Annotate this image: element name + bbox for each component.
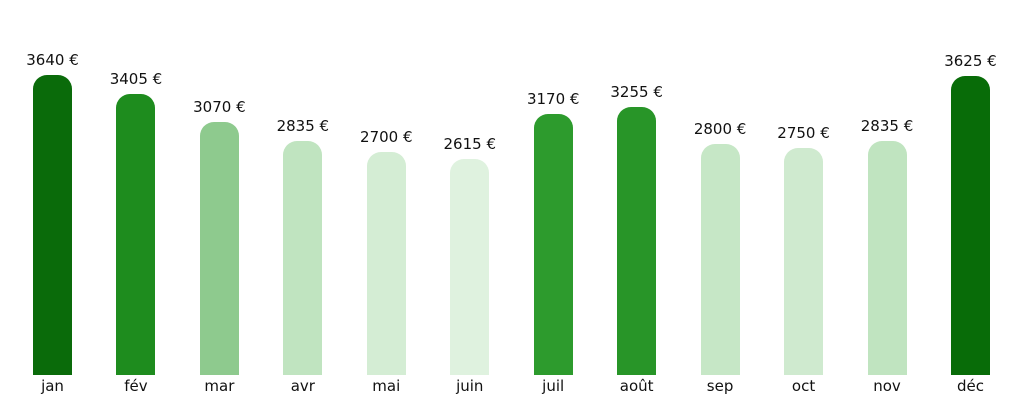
bar-value-label-mai: 2700 € (360, 127, 413, 146)
x-axis-label-mar: mar (204, 377, 235, 395)
x-axis-label-déc: déc (956, 377, 984, 395)
x-axis-label-juin: juin (456, 377, 484, 395)
bar-value-label-sep: 2800 € (693, 119, 747, 138)
bar-value-label-nov: 2835 € (860, 116, 914, 135)
x-axis-label-jan: jan (41, 377, 64, 395)
bar-avr (283, 141, 323, 375)
bar-fév (116, 94, 156, 375)
bar-déc (950, 76, 990, 375)
bar-value-label-août: 3255 € (610, 82, 663, 101)
x-axis-label-oct: oct (791, 377, 816, 395)
x-axis-label-sep: sep (706, 377, 734, 395)
bar-value-label-avr: 2835 € (276, 116, 330, 135)
x-axis-label-nov: nov (873, 377, 901, 395)
bar-mai (366, 152, 406, 375)
bar-mar (199, 122, 239, 375)
x-axis-label-mai: mai (372, 377, 401, 395)
bar-oct (784, 148, 824, 375)
x-axis-label-août: août (619, 377, 654, 395)
bar-juil (533, 114, 573, 375)
bar-value-label-juin: 2615 € (443, 134, 497, 153)
bar-value-label-déc: 3625 € (944, 51, 997, 70)
bar-sep (700, 144, 740, 375)
bar-value-label-mar: 3070 € (193, 97, 246, 116)
bar-août (617, 107, 657, 375)
bar-juin (450, 159, 490, 375)
bar-value-label-fév: 3405 € (109, 69, 163, 88)
bar-value-label-oct: 2750 € (777, 123, 830, 142)
x-axis-label-juil: juil (542, 377, 565, 395)
x-axis-label-fév: fév (124, 377, 148, 395)
bar-value-label-juil: 3170 € (526, 89, 580, 108)
bar-value-label-jan: 3640 € (26, 50, 79, 69)
bar-nov (867, 141, 907, 375)
x-axis-label-avr: avr (290, 377, 315, 395)
bar-jan (33, 75, 72, 375)
